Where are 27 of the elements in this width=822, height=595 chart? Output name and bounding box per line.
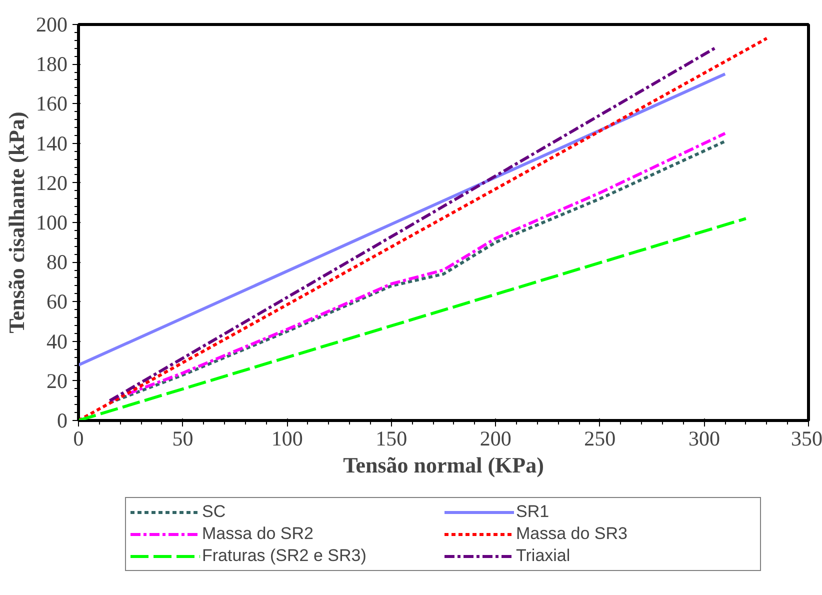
legend-label: SR1: [516, 502, 550, 522]
y-tick-label: 200: [36, 12, 68, 36]
x-tick-label: 150: [376, 426, 408, 450]
x-tick-label: 0: [73, 426, 84, 450]
y-tick-label: 160: [36, 92, 68, 116]
legend-label: SC: [202, 502, 227, 522]
y-tick-label: 100: [36, 210, 68, 234]
x-tick-label: 50: [172, 426, 194, 450]
x-tick-label: 300: [688, 426, 720, 450]
legend-label: Triaxial: [516, 546, 572, 566]
y-tick-label: 20: [46, 368, 68, 393]
x-tick-label: 200: [480, 426, 512, 450]
legend-label: Massa do SR3: [516, 524, 628, 544]
legend-label: Massa do SR2: [202, 524, 314, 544]
x-tick-label: 250: [584, 426, 616, 450]
legend-label: Fraturas (SR2 e SR3): [202, 546, 368, 566]
y-tick-label: 140: [36, 131, 68, 156]
y-tick-label: 60: [46, 290, 68, 314]
y-tick-label: 40: [46, 329, 68, 354]
x-tick-label: 100: [271, 426, 303, 450]
y-tick-label: 120: [36, 170, 68, 195]
y-tick-label: 180: [36, 52, 68, 76]
x-tick-label: 350: [791, 426, 822, 450]
y-tick-label: 0: [57, 408, 68, 432]
x-axis-title: Tensão normal (KPa): [343, 452, 544, 478]
y-axis-title: Tensão cisalhante (kPa): [4, 112, 29, 334]
y-tick-label: 80: [46, 250, 68, 274]
